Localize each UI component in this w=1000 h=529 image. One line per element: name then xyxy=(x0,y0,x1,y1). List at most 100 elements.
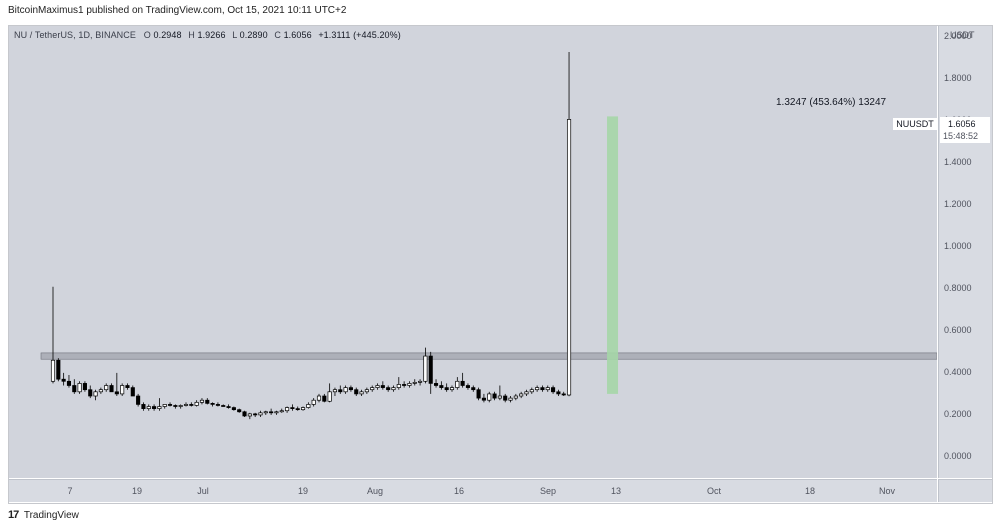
publish-info: BitcoinMaximus1 published on TradingView… xyxy=(8,5,347,16)
y-tick-label: 1.4000 xyxy=(944,156,972,167)
candle-down xyxy=(561,393,566,396)
tradingview-logo-icon: 17 xyxy=(8,509,19,521)
candle-down xyxy=(215,404,220,406)
x-tick-label: Nov xyxy=(878,486,896,496)
candle-up xyxy=(178,405,183,407)
candle-up xyxy=(50,359,56,382)
candle-down xyxy=(444,387,449,391)
legend-open-value: 0.2948 xyxy=(153,30,182,40)
candle-up xyxy=(566,119,572,396)
legend-open-label: O xyxy=(143,30,151,40)
candle-down xyxy=(348,387,353,391)
candle-down xyxy=(253,413,258,416)
candle-up xyxy=(412,381,417,384)
scale-corner xyxy=(938,479,992,502)
candle-up xyxy=(332,389,338,393)
x-tick-label: Jul xyxy=(197,486,209,496)
candle-down xyxy=(226,406,231,408)
candle-up xyxy=(359,391,364,395)
candle-up xyxy=(343,387,348,393)
candle-up xyxy=(455,380,460,388)
symbol-legend: NU / TetherUS, 1D, BINANCE O 0.2948 H 1.… xyxy=(14,30,405,40)
candle-up xyxy=(423,355,428,382)
candle-up xyxy=(370,387,375,391)
support-zone xyxy=(40,352,937,360)
candle-down xyxy=(72,385,77,393)
y-tick-label: 1.0000 xyxy=(944,240,972,251)
x-tick-label: Sep xyxy=(539,486,557,496)
candle-down xyxy=(66,380,72,386)
candle-up xyxy=(285,407,290,412)
candle-down xyxy=(386,387,391,391)
candle-up xyxy=(306,404,311,408)
candle-down xyxy=(221,405,226,407)
candle-up xyxy=(162,404,167,407)
tradingview-brand: TradingView xyxy=(23,510,79,521)
candle-down xyxy=(82,383,87,391)
candle-down xyxy=(476,389,481,399)
x-tick-label: 13 xyxy=(610,486,622,496)
legend-symbol: NU / TetherUS, 1D, BINANCE xyxy=(14,30,136,40)
candle-up xyxy=(258,412,263,416)
plot-area[interactable] xyxy=(9,26,937,478)
candle-up xyxy=(529,389,534,393)
x-tick-label: 16 xyxy=(453,486,465,496)
candle-up xyxy=(519,393,524,397)
last-price-label: 1.6056 15:48:52 xyxy=(940,117,990,143)
candle-up xyxy=(407,383,412,386)
legend-high-value: 1.9266 xyxy=(197,30,226,40)
candle-down xyxy=(231,407,236,411)
candle-up xyxy=(391,387,396,391)
candle-down xyxy=(481,397,486,401)
x-tick-label: 18 xyxy=(804,486,816,496)
candle-up xyxy=(274,411,279,414)
candle-down xyxy=(551,387,556,393)
candle-up xyxy=(508,397,513,401)
candle-up xyxy=(183,404,189,406)
candle-up xyxy=(146,406,151,409)
candle-down xyxy=(130,387,135,397)
candle-down xyxy=(295,408,300,411)
price-range-annotation: 1.3247 (453.64%) 13247 xyxy=(776,97,887,108)
candle-down xyxy=(354,389,359,395)
candle-up xyxy=(300,407,306,411)
legend-change: +1.3111 (+445.20%) xyxy=(318,30,401,40)
candle-up xyxy=(93,391,98,397)
candle-up xyxy=(194,401,199,406)
candle-up xyxy=(247,413,252,417)
candle-up xyxy=(545,387,550,391)
candle-down xyxy=(56,359,61,380)
x-tick-label: 19 xyxy=(131,486,143,496)
candle-down xyxy=(167,404,173,406)
candle-up xyxy=(535,387,540,391)
candle-up xyxy=(524,391,529,395)
candle-up xyxy=(311,399,316,405)
candle-up xyxy=(263,411,268,414)
y-tick-label: 0.6000 xyxy=(944,324,972,335)
candle-down xyxy=(125,385,130,388)
candle-up xyxy=(316,395,322,401)
legend-high-label: H xyxy=(188,30,195,40)
candle-down xyxy=(380,385,385,388)
time-scale[interactable] xyxy=(9,479,937,502)
candle-up xyxy=(375,385,380,388)
y-tick-label: 0.2000 xyxy=(944,408,972,419)
tradingview-footer[interactable]: 17 TradingView xyxy=(8,509,79,521)
candle-down xyxy=(269,411,274,414)
candle-down xyxy=(322,395,327,402)
candle-up xyxy=(157,406,162,409)
candle-down xyxy=(152,406,157,409)
candle-up xyxy=(104,385,109,391)
candle-down xyxy=(210,403,215,405)
candle-up xyxy=(98,389,103,393)
candle-down xyxy=(61,378,66,382)
candle-up xyxy=(497,395,502,399)
price-scale[interactable] xyxy=(938,26,992,478)
candle-down xyxy=(237,409,242,413)
legend-close-value: 1.6056 xyxy=(283,30,312,40)
candle-up xyxy=(449,387,455,391)
y-tick-label: 1.2000 xyxy=(944,198,972,209)
y-tick-label: 0.0000 xyxy=(944,450,972,461)
y-tick-label: 0.4000 xyxy=(944,366,972,377)
candle-up xyxy=(77,383,82,393)
